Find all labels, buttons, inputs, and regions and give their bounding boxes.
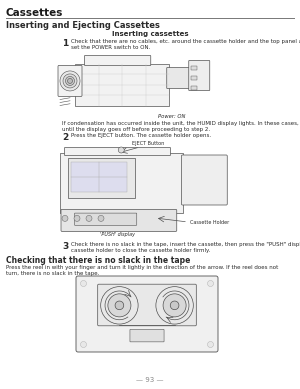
FancyBboxPatch shape: [61, 209, 177, 231]
Text: — 93 —: — 93 —: [136, 377, 164, 383]
Circle shape: [98, 216, 104, 221]
FancyBboxPatch shape: [191, 76, 197, 80]
Text: Cassettes: Cassettes: [6, 8, 63, 18]
Text: Inserting and Ejecting Cassettes: Inserting and Ejecting Cassettes: [6, 21, 160, 30]
FancyBboxPatch shape: [76, 276, 218, 352]
FancyBboxPatch shape: [60, 153, 182, 213]
Circle shape: [80, 280, 86, 287]
FancyBboxPatch shape: [74, 213, 137, 225]
Text: 1: 1: [62, 39, 68, 48]
FancyBboxPatch shape: [189, 61, 210, 91]
FancyBboxPatch shape: [68, 158, 134, 198]
Text: Inserting cassettes: Inserting cassettes: [112, 31, 188, 37]
Text: 2: 2: [62, 133, 68, 142]
Text: 3: 3: [62, 242, 68, 251]
Circle shape: [101, 287, 138, 324]
Circle shape: [60, 71, 80, 91]
FancyBboxPatch shape: [58, 65, 82, 96]
FancyBboxPatch shape: [182, 155, 227, 205]
Circle shape: [115, 301, 124, 310]
Circle shape: [63, 74, 77, 88]
FancyBboxPatch shape: [64, 147, 170, 156]
FancyBboxPatch shape: [98, 284, 196, 326]
Circle shape: [86, 216, 92, 221]
Circle shape: [208, 342, 214, 347]
Text: Press the reel in with your finger and turn it lightly in the direction of the a: Press the reel in with your finger and t…: [6, 265, 278, 276]
FancyBboxPatch shape: [71, 162, 127, 193]
Circle shape: [208, 280, 214, 287]
Text: Cassette Holder: Cassette Holder: [190, 220, 229, 225]
FancyBboxPatch shape: [167, 68, 190, 89]
Circle shape: [108, 294, 131, 317]
Text: Check that there are no cables, etc. around the cassette holder and the top pane: Check that there are no cables, etc. aro…: [71, 39, 300, 50]
Circle shape: [68, 79, 73, 83]
FancyBboxPatch shape: [75, 64, 169, 106]
FancyBboxPatch shape: [191, 86, 197, 90]
FancyBboxPatch shape: [191, 66, 197, 70]
Circle shape: [74, 216, 80, 221]
Circle shape: [62, 216, 68, 221]
Circle shape: [65, 77, 74, 86]
Text: Checking that there is no slack in the tape: Checking that there is no slack in the t…: [6, 256, 190, 265]
Text: Check there is no slack in the tape, insert the cassette, then press the "PUSH" : Check there is no slack in the tape, ins…: [71, 242, 300, 253]
Circle shape: [163, 294, 186, 317]
FancyBboxPatch shape: [130, 329, 164, 342]
Circle shape: [170, 301, 179, 310]
Text: EJECT Button: EJECT Button: [132, 141, 164, 146]
Circle shape: [80, 342, 86, 347]
Circle shape: [156, 287, 193, 324]
Circle shape: [118, 147, 124, 153]
FancyBboxPatch shape: [85, 56, 151, 65]
Text: Power: ON: Power: ON: [158, 114, 185, 119]
Text: If condensation has occurred inside the unit, the HUMID display lights. In these: If condensation has occurred inside the …: [62, 121, 300, 132]
Text: Press the EJECT button. The cassette holder opens.: Press the EJECT button. The cassette hol…: [71, 133, 211, 138]
Text: 'PUSH' display: 'PUSH' display: [100, 232, 136, 237]
